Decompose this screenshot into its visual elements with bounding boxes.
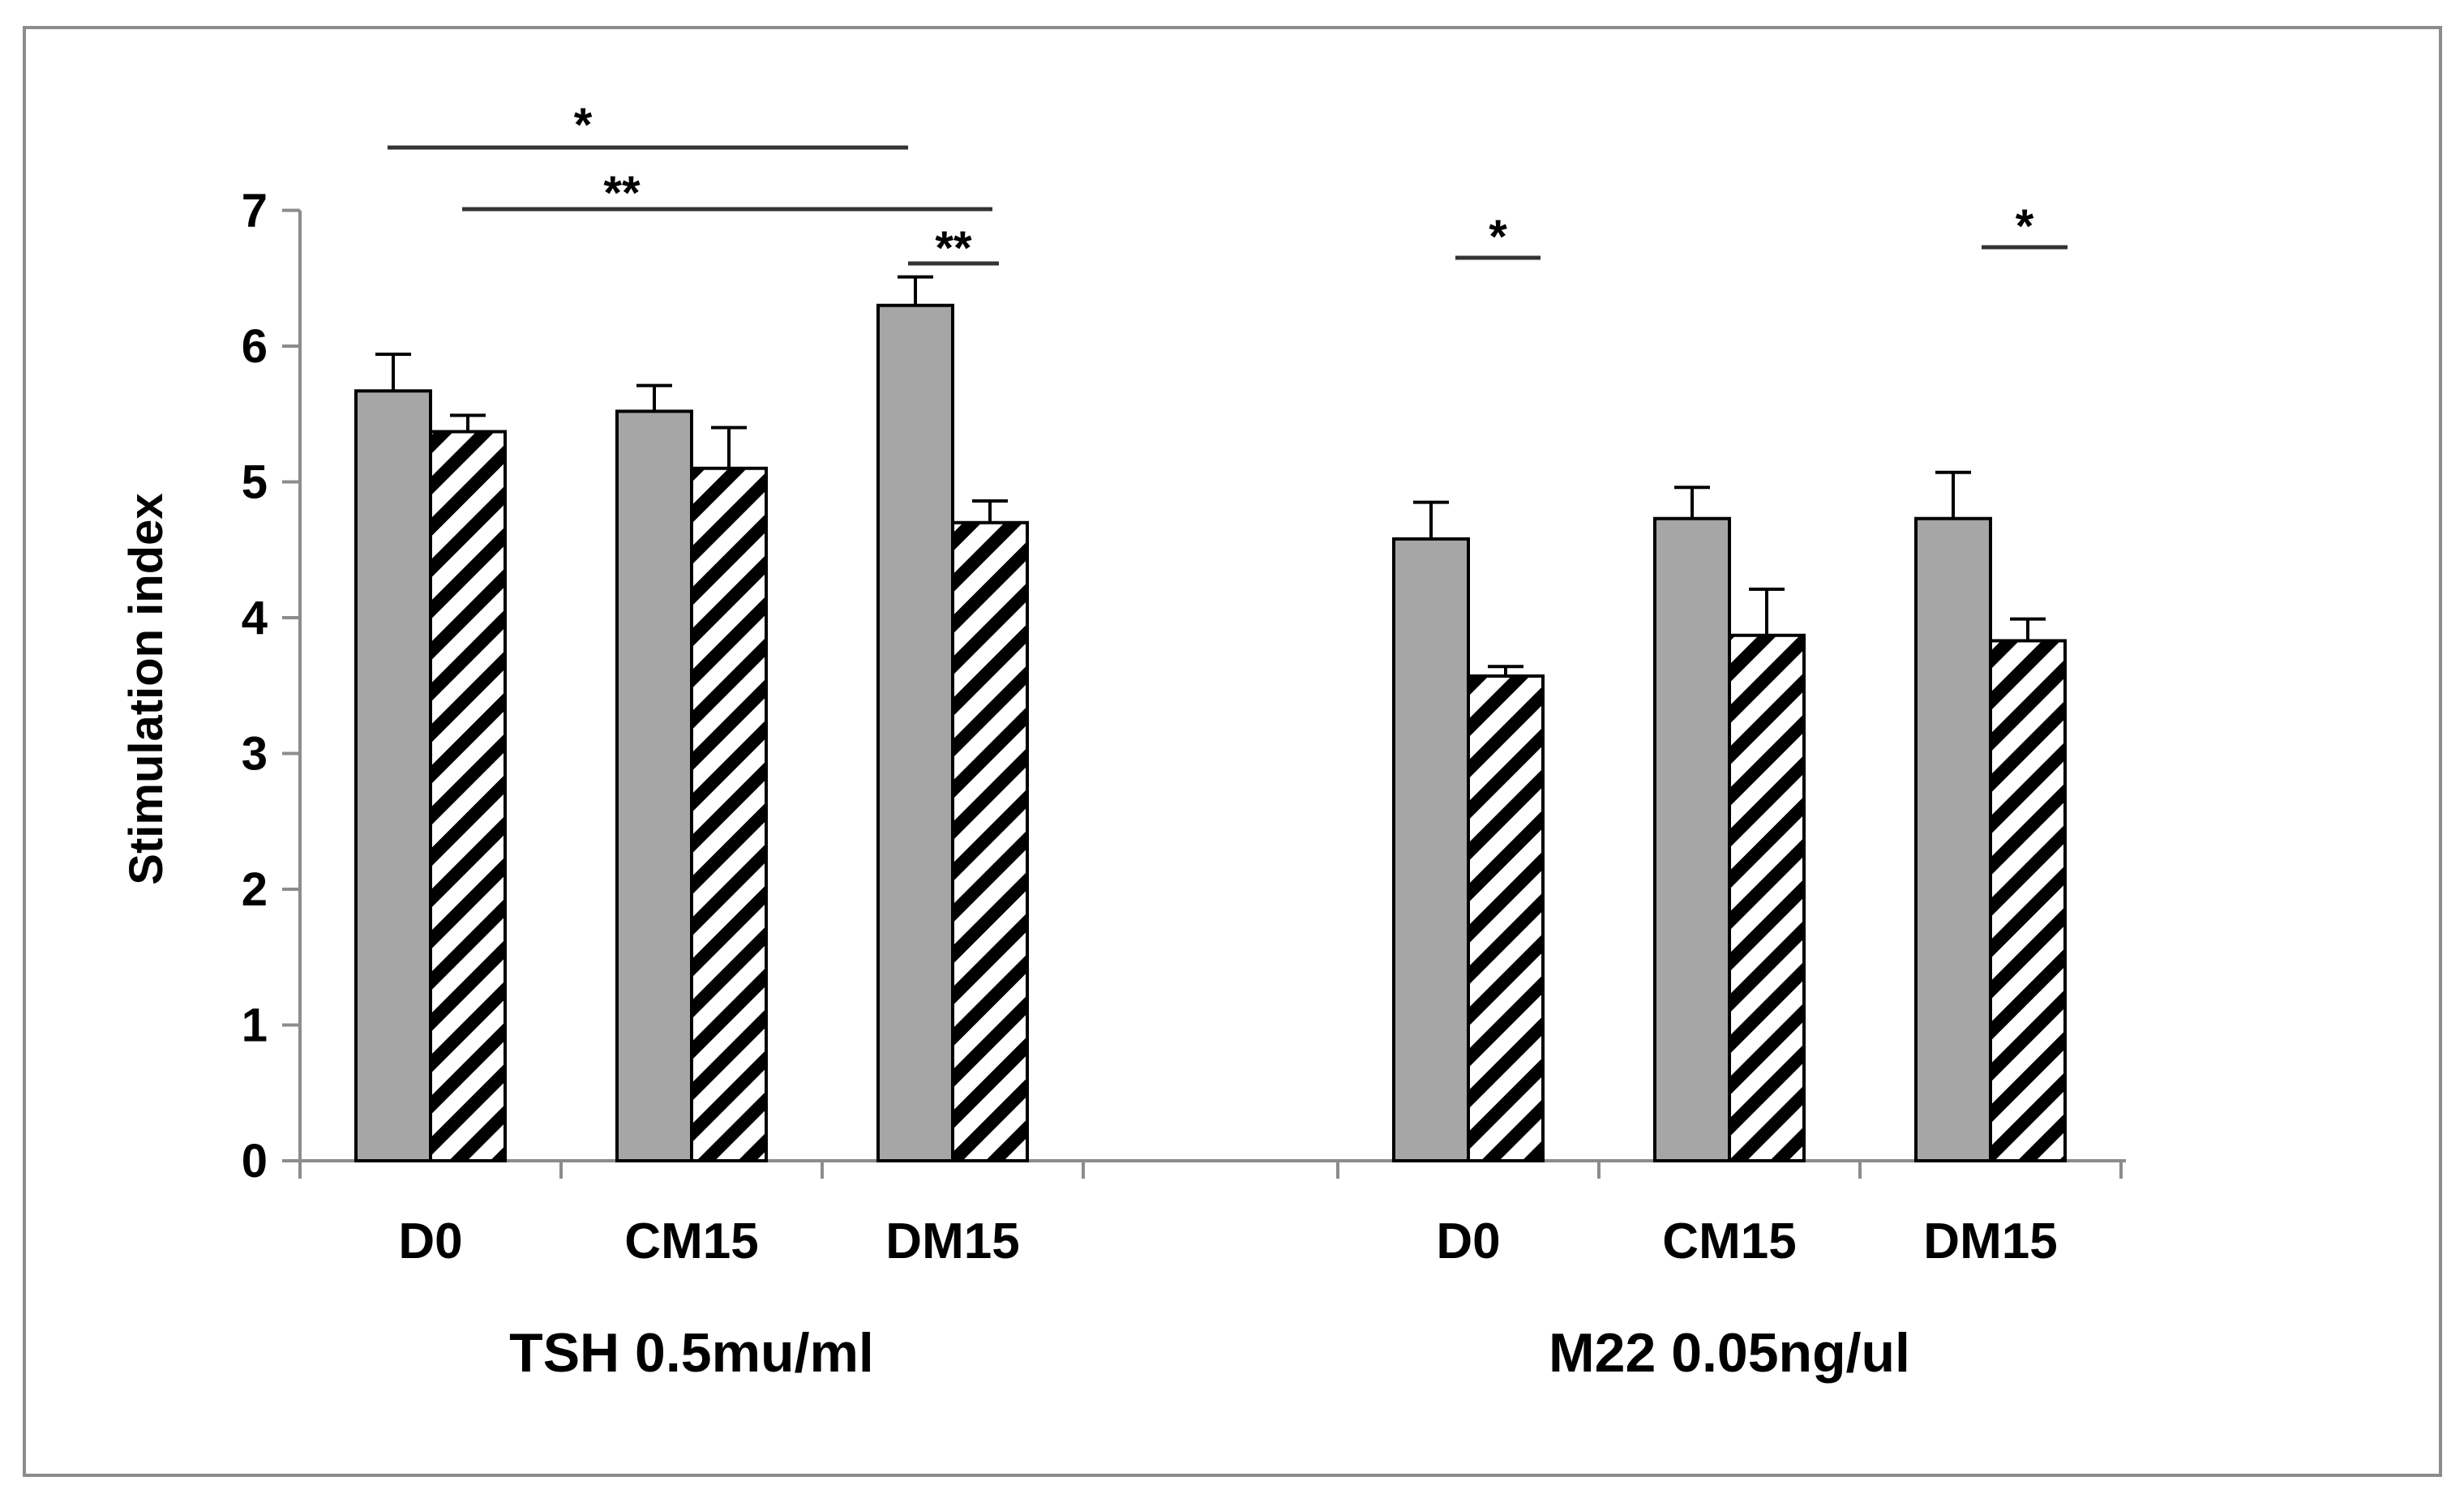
- category-label: D0: [1436, 1213, 1500, 1269]
- bar-hatched: [690, 466, 768, 1162]
- y-axis-title: Stimulation index: [120, 493, 173, 884]
- y-tick-label: 0: [242, 1135, 268, 1188]
- significance-label: *: [574, 99, 593, 152]
- y-tick-label: 1: [242, 999, 268, 1052]
- bar-solid: [615, 409, 693, 1162]
- bar-solid: [1392, 537, 1470, 1162]
- group-label: TSH 0.5mu/ml: [509, 1322, 874, 1384]
- bar-hatched: [951, 520, 1029, 1162]
- y-tick-label: 7: [242, 185, 268, 238]
- bar-hatched: [1728, 633, 1806, 1162]
- bar-solid: [1914, 516, 1992, 1162]
- category-label: CM15: [1662, 1213, 1796, 1269]
- bar-hatched: [429, 430, 507, 1162]
- significance-label: *: [1489, 211, 1507, 263]
- significance-label: *: [2016, 200, 2034, 253]
- category-label: D0: [398, 1213, 462, 1269]
- bar-solid: [354, 389, 432, 1162]
- significance-label: **: [603, 167, 641, 220]
- significance-label: **: [935, 222, 972, 275]
- category-label: CM15: [624, 1213, 758, 1269]
- y-tick-label: 5: [242, 456, 268, 509]
- y-tick-label: 3: [242, 728, 268, 781]
- bar-hatched: [1989, 639, 2067, 1162]
- bar-hatched: [1467, 674, 1545, 1162]
- y-tick-label: 4: [242, 592, 268, 644]
- category-label: DM15: [885, 1213, 1019, 1269]
- group-label: M22 0.05ng/ul: [1549, 1322, 1910, 1384]
- bar-solid: [1653, 516, 1731, 1162]
- bar-solid: [876, 303, 954, 1162]
- y-tick-label: 6: [242, 320, 268, 373]
- y-tick-label: 2: [242, 863, 268, 916]
- category-label: DM15: [1923, 1213, 2057, 1269]
